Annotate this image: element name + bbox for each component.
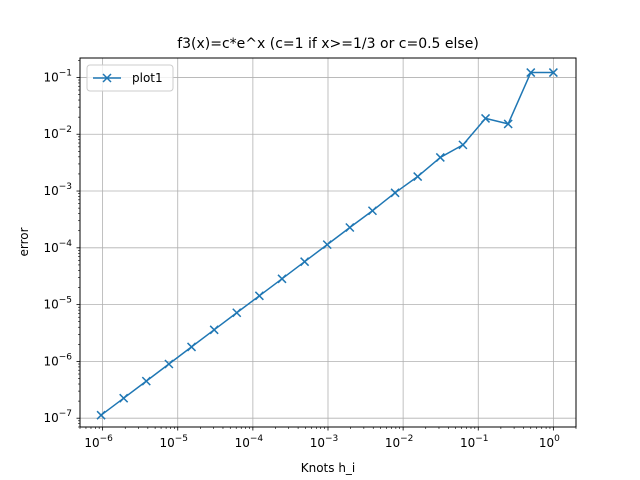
- y-tick-label: 10−1: [43, 68, 72, 84]
- x-tick-label: 10−5: [159, 434, 188, 450]
- x-tick-label: 10−4: [235, 434, 264, 450]
- data-point-marker: [141, 376, 151, 386]
- data-point-marker: [254, 291, 264, 301]
- y-tick-label: 10−3: [43, 182, 72, 198]
- y-tick-label: 10−6: [43, 352, 72, 368]
- data-point-marker: [187, 342, 197, 352]
- x-tick-label: 100: [539, 434, 560, 450]
- x-tick-label: 10−1: [460, 434, 489, 450]
- data-point-marker: [209, 325, 219, 335]
- y-tick-label: 10−2: [43, 125, 72, 141]
- data-point-marker: [390, 188, 400, 198]
- data-point-marker: [96, 410, 106, 420]
- x-tick-label: 10−6: [84, 434, 113, 450]
- data-point-marker: [458, 140, 468, 150]
- series-layer: [96, 68, 558, 420]
- data-point-marker: [300, 257, 310, 267]
- data-point-marker: [367, 206, 377, 216]
- data-point-marker: [548, 68, 558, 78]
- data-point-marker: [164, 359, 174, 369]
- chart-title: f3(x)=c*e^x (c=1 if x>=1/3 or c=0.5 else…: [177, 36, 479, 52]
- major-tick-layer: [76, 77, 554, 431]
- data-point-marker: [481, 113, 491, 123]
- data-point-marker: [119, 393, 129, 403]
- y-tick-label: 10−7: [43, 409, 72, 425]
- data-point-marker: [435, 152, 445, 162]
- data-point-marker: [277, 274, 287, 284]
- y-axis-label: error: [17, 227, 31, 256]
- legend-label-plot1: plot1: [132, 71, 163, 85]
- x-axis-label: Knots h_i: [301, 461, 356, 475]
- tick-label-layer: 10−6 10−5 10−4 10−3 10−2 10−1 100 10−7 10−6 10−5 1…: [43, 68, 560, 450]
- data-point-marker: [345, 222, 355, 233]
- data-point-marker: [503, 119, 513, 129]
- legend-marker-plot1: [102, 73, 112, 83]
- legend-box: [86, 64, 174, 92]
- y-tick-label: 10−4: [43, 239, 72, 255]
- y-tick-label: 10−5: [43, 296, 72, 312]
- plot-frame: [79, 57, 577, 428]
- legend: plot1: [86, 64, 174, 92]
- data-point-marker: [232, 308, 242, 318]
- x-tick-label: 10−2: [385, 434, 414, 450]
- data-point-marker: [322, 240, 332, 250]
- grid-layer: [80, 58, 576, 427]
- x-tick-label: 10−3: [310, 434, 339, 450]
- data-point-marker: [526, 68, 536, 78]
- data-point-marker: [413, 172, 423, 182]
